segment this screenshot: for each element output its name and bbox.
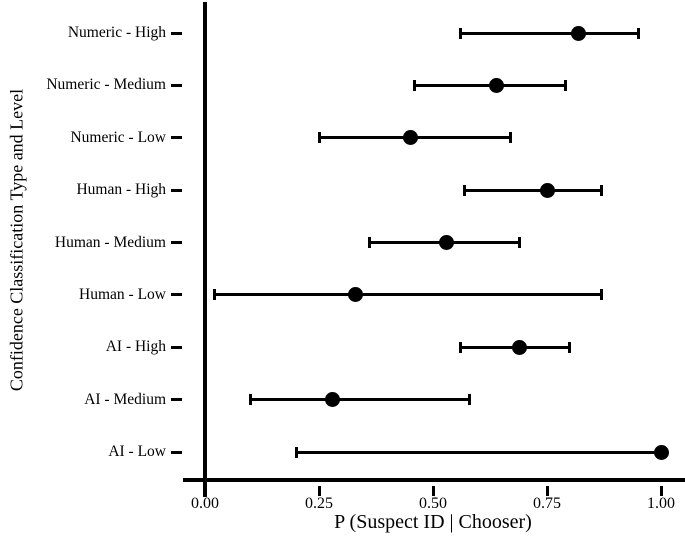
error-bar-cap-low: [249, 394, 253, 406]
error-bar-cap-low: [458, 27, 462, 39]
error-bar: [296, 450, 661, 454]
error-bar-cap-low: [463, 184, 467, 196]
error-bar-cap-low: [367, 237, 371, 248]
error-bar-cap-low: [458, 341, 462, 353]
y-axis-line: [203, 2, 207, 497]
estimate-dot: [402, 130, 418, 146]
estimate-dot: [539, 182, 555, 198]
error-bar-cap-low: [212, 289, 216, 301]
error-bar-cap-low: [294, 446, 298, 458]
x-tick: [545, 486, 549, 496]
y-category-label: Human - Low: [79, 285, 166, 303]
error-bar-cap-high: [509, 132, 513, 144]
y-tick: [171, 398, 182, 402]
y-category-label: Human - Medium: [54, 233, 166, 251]
y-tick: [171, 31, 182, 35]
estimate-dot: [512, 339, 528, 355]
x-tick: [431, 486, 435, 496]
y-category-label: Numeric - High: [67, 24, 166, 41]
x-tick-label: 0.50: [419, 495, 447, 512]
error-bar: [250, 398, 470, 402]
error-bar-cap-high: [563, 79, 567, 91]
x-tick: [317, 486, 321, 496]
error-bar-cap-high: [568, 341, 572, 353]
estimate-dot: [325, 392, 341, 408]
error-bar-cap-high: [467, 394, 471, 406]
estimate-dot: [571, 25, 587, 41]
y-tick: [171, 293, 182, 297]
error-bar: [214, 293, 602, 297]
error-bar-cap-low: [413, 79, 417, 91]
error-bar: [460, 31, 639, 35]
y-tick: [171, 136, 182, 140]
y-category-label: Human - High: [76, 181, 166, 199]
estimate-dot: [653, 444, 669, 460]
estimate-dot: [439, 235, 455, 250]
y-category-label: Numeric - Medium: [46, 76, 166, 94]
y-tick: [171, 241, 182, 244]
y-category-label: AI - Low: [108, 443, 166, 460]
x-tick-label: 0.75: [533, 495, 561, 512]
estimate-dot: [489, 77, 505, 93]
y-tick: [171, 188, 182, 192]
x-tick-label: 1.00: [647, 495, 675, 512]
error-bar-cap-high: [600, 289, 604, 301]
estimate-dot: [347, 287, 363, 303]
x-tick: [659, 486, 663, 496]
y-tick: [171, 345, 182, 349]
y-tick: [171, 83, 182, 87]
y-tick: [171, 450, 182, 454]
error-bar-cap-high: [518, 237, 522, 248]
y-category-label: AI - Medium: [84, 390, 166, 408]
x-tick-label: 0.00: [191, 495, 219, 512]
error-bar-cap-high: [600, 184, 604, 196]
y-category-label: Numeric - Low: [70, 128, 166, 146]
x-tick-label: 0.25: [305, 495, 333, 512]
x-tick: [203, 486, 207, 496]
x-axis-line: [183, 478, 685, 482]
error-bar: [464, 188, 602, 192]
error-bar-cap-high: [636, 27, 640, 39]
y-category-label: AI - High: [105, 338, 166, 356]
x-axis-title: P (Suspect ID | Chooser): [334, 511, 532, 533]
error-bar-cap-low: [317, 132, 321, 144]
